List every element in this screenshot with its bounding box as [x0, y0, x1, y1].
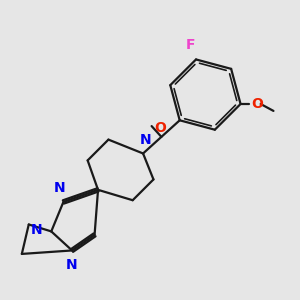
Text: F: F — [186, 38, 196, 52]
Text: N: N — [66, 258, 78, 272]
Text: N: N — [31, 223, 43, 237]
Text: O: O — [252, 97, 263, 111]
Text: N: N — [140, 133, 152, 147]
Text: O: O — [154, 121, 166, 135]
Text: N: N — [54, 181, 66, 195]
